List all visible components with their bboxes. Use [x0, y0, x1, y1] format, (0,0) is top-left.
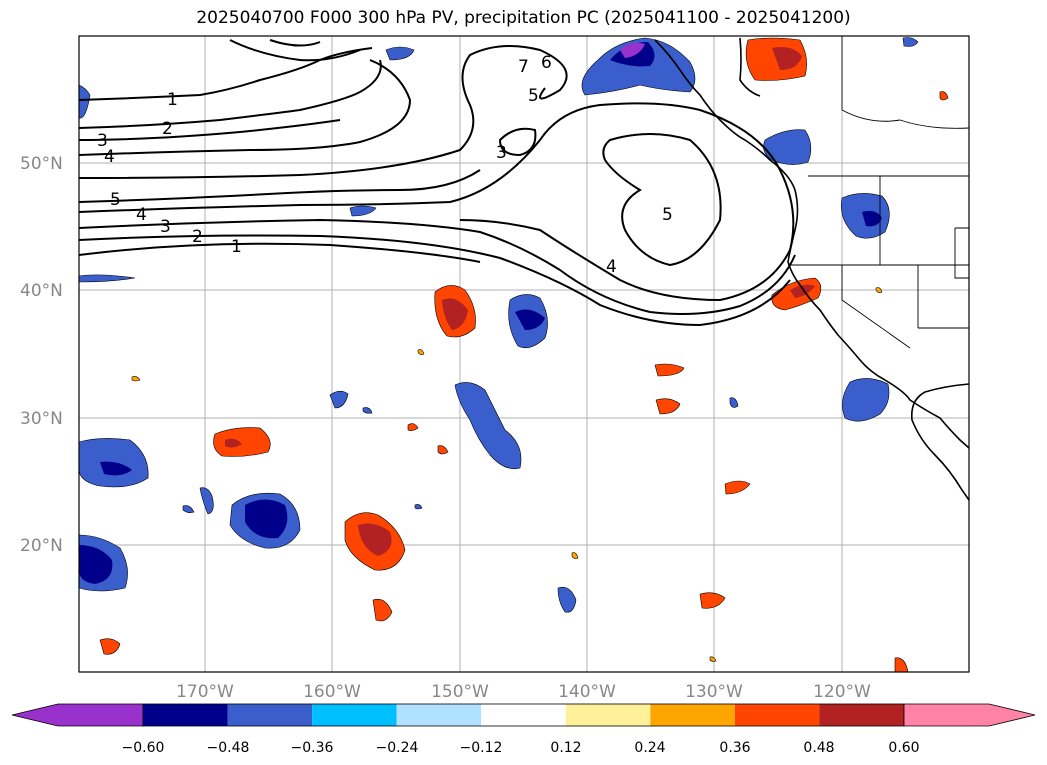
colorbar-cells	[142, 703, 905, 727]
colorbar-tick-label: −0.60	[122, 740, 165, 756]
lon-label: 150°W	[431, 682, 489, 702]
colorbar-cell	[650, 704, 735, 726]
lat-label: 20°N	[20, 536, 63, 556]
contour-label: 3	[496, 143, 507, 163]
colorbar-lower-extension	[11, 703, 144, 727]
gridlines	[79, 36, 969, 672]
colorbar-tick-label: −0.48	[207, 740, 250, 756]
lat-label: 30°N	[20, 409, 63, 429]
map-frame	[78, 35, 970, 673]
contour-label: 5	[110, 190, 121, 210]
colorbar-tick-label: 0.36	[719, 740, 750, 756]
blue-blob-small3	[349, 205, 377, 217]
coastlines	[654, 37, 969, 501]
contour-label: 1	[231, 237, 242, 257]
colorbar-cell	[565, 704, 651, 726]
colorbar-tick-label: −0.36	[291, 740, 334, 756]
colorbar-cell	[143, 704, 228, 726]
contour-label: 4	[136, 205, 147, 225]
contour-label: 1	[167, 90, 178, 110]
red-blob-west-mid	[213, 427, 271, 457]
contour-label: 5	[528, 86, 539, 106]
map-title: 2025040700 F000 300 hPa PV, precipitatio…	[196, 8, 851, 28]
contour-labels: 1 2 3 4 5 4 3 2 1 5 5 4 3 6 7	[97, 53, 673, 277]
colorbar-tick-label: 0.12	[550, 740, 581, 756]
blue-blob-bc	[763, 129, 812, 165]
colorbar-tick-label: 0.60	[888, 740, 919, 756]
colorbar-cell	[481, 704, 566, 726]
contour-label: 2	[162, 119, 173, 139]
contour-label: 4	[606, 257, 617, 277]
colorbar-tick-label: −0.24	[376, 740, 419, 756]
blue-blob-small2	[329, 390, 349, 409]
map-area	[79, 36, 969, 672]
lon-label: 130°W	[685, 682, 743, 702]
colorbar: −0.60 −0.48 −0.36 −0.24 −0.12 0.12 0.24 …	[11, 703, 1036, 756]
blue-blob-streak	[454, 382, 522, 469]
red-blob-small1	[654, 363, 685, 377]
lat-labels: 50°N 40°N 30°N 20°N	[20, 154, 63, 556]
contour-label: 7	[518, 57, 529, 77]
contour-label: 3	[97, 131, 108, 151]
blue-blob-small4	[199, 487, 214, 515]
red-blob-small3	[699, 592, 726, 609]
contour-label: 6	[541, 53, 552, 73]
lon-label: 170°W	[176, 682, 234, 702]
contour-label: 2	[192, 227, 203, 247]
contour-label: 3	[160, 217, 171, 237]
pv-contours	[79, 39, 796, 327]
blue-blob-small1	[557, 586, 577, 613]
precip-positive-areas	[99, 37, 949, 672]
lon-label: 160°W	[303, 682, 361, 702]
colorbar-tick-label: −0.12	[460, 740, 503, 756]
red-blob-small4	[372, 598, 393, 622]
contour-label: 4	[104, 147, 115, 167]
colorbar-cell	[312, 704, 397, 726]
colorbar-cell	[227, 704, 313, 726]
red-blob-small5	[99, 638, 121, 655]
colorbar-cell	[819, 704, 904, 726]
blue-blob-baja	[842, 378, 890, 422]
borders	[788, 36, 969, 349]
colorbar-tick-label: 0.48	[803, 740, 834, 756]
colorbar-ticks: −0.60 −0.48 −0.36 −0.24 −0.12 0.12 0.24 …	[122, 740, 920, 756]
colorbar-cell	[396, 704, 482, 726]
colorbar-cell	[734, 704, 820, 726]
lon-label: 120°W	[813, 682, 871, 702]
lon-label: 140°W	[558, 682, 616, 702]
contour-label: 5	[662, 205, 673, 225]
colorbar-upper-extension	[903, 703, 1036, 727]
colorbar-tick-label: 0.24	[634, 740, 665, 756]
lon-labels: 170°W 160°W 150°W 140°W 130°W 120°W	[176, 682, 871, 702]
lat-label: 40°N	[20, 281, 63, 301]
lat-label: 50°N	[20, 154, 63, 174]
red-blob-small2	[655, 398, 681, 415]
blue-blob-small5	[385, 46, 415, 61]
map-content: 1 2 3 4 5 4 3 2 1 5 5 4 3 6 7	[79, 36, 969, 672]
